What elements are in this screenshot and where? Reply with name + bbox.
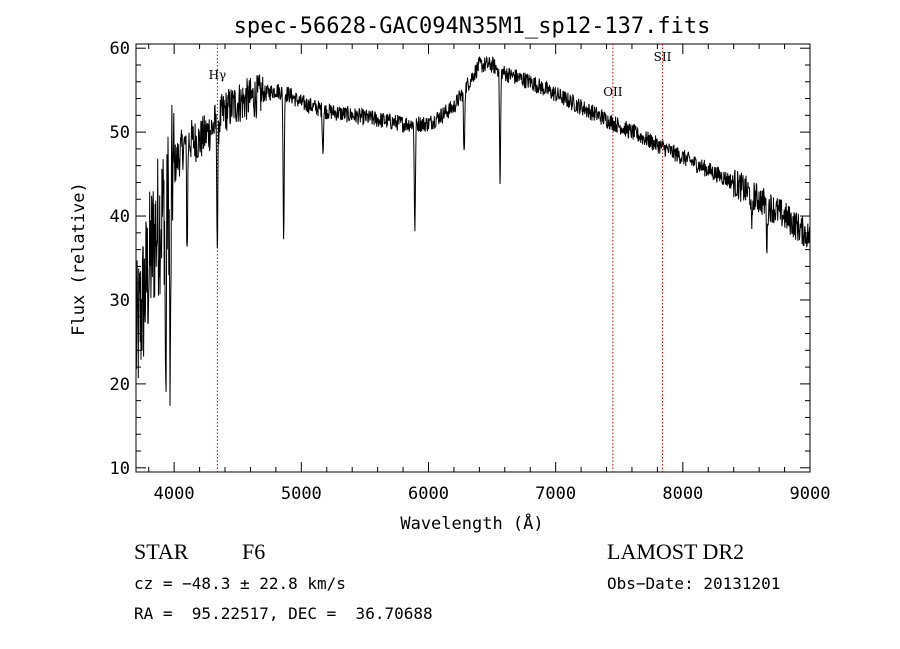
y-tick-label: 10 (110, 459, 130, 479)
y-tick-label: 40 (110, 207, 130, 227)
x-tick-label: 6000 (408, 484, 449, 504)
coordinates: RA = 95.22517, DEC = 36.70688 (134, 604, 433, 623)
spectrum-line (135, 55, 811, 406)
line-marker-label: SII (654, 50, 672, 64)
line-marker-label: Hγ (209, 68, 227, 82)
redshift-velocity: cz = −48.3 ± 22.8 km/s (134, 574, 346, 593)
x-tick-label: 5000 (281, 484, 322, 504)
y-tick-label: 20 (110, 375, 130, 395)
line-marker-label: OII (603, 85, 623, 99)
y-tick-label: 60 (110, 39, 130, 59)
x-tick-label: 8000 (662, 484, 703, 504)
observation-date: Obs−Date: 20131201 (607, 574, 781, 593)
survey-name: LAMOST DR2 (607, 539, 745, 564)
plot-area: 4000 5000 6000 7000 8000 9000 10 20 30 40 50 60 Hγ OI… (110, 39, 831, 504)
y-tick-label: 30 (110, 291, 130, 311)
x-tick-label: 7000 (535, 484, 576, 504)
x-tick-label: 4000 (154, 484, 195, 504)
y-axis-label: Flux (relative) (69, 182, 89, 336)
object-subclass: F6 (242, 539, 266, 564)
x-axis-label: Wavelength (Å) (400, 512, 543, 534)
chart-title: spec-56628-GAC094N35M1_sp12-137.fits (234, 14, 711, 39)
object-class: STAR (134, 539, 189, 564)
y-tick-label: 50 (110, 123, 130, 143)
x-tick-label: 9000 (790, 484, 831, 504)
plot-frame (135, 43, 811, 473)
